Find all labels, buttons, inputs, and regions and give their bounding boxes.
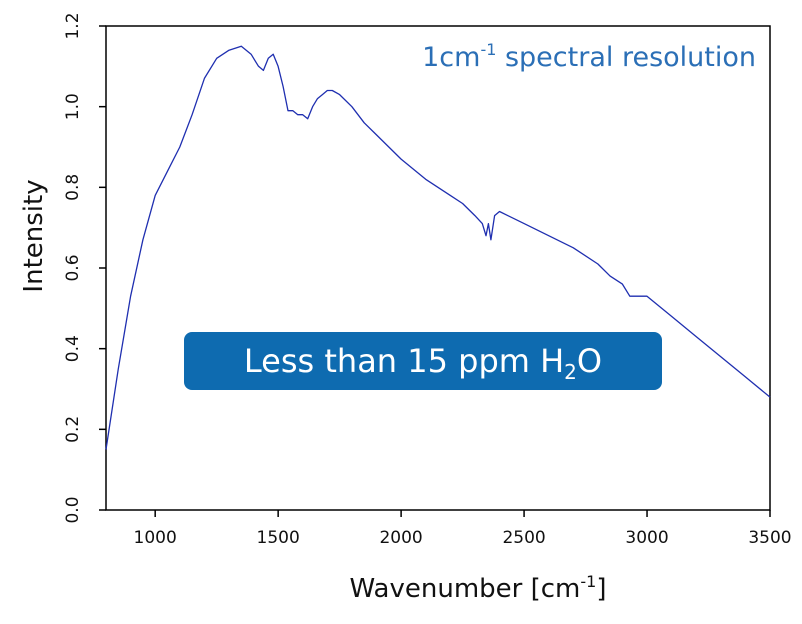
x-axis-ticks: 1000 1500 2000 2500 3000 3500: [134, 510, 792, 548]
series-line: [105, 45, 771, 450]
resolution-annotation: 1cm-1 spectral resolution: [422, 40, 756, 73]
x-axis-title-end: ]: [596, 574, 606, 604]
y-tick-label: 0.8: [63, 174, 83, 201]
water-content-badge: [184, 332, 662, 390]
y-axis-ticks: 0.0 0.2 0.4 0.6 0.8 1.0 1.2: [63, 12, 106, 524]
x-axis-title: Wavenumber [cm-1]: [350, 572, 607, 604]
water-content-prefix: Less than 15 ppm H: [244, 342, 564, 380]
resolution-sup: -1: [480, 40, 496, 59]
water-content-suffix: O: [577, 342, 602, 380]
x-tick-label: 3500: [748, 528, 791, 548]
x-tick-label: 2500: [502, 528, 545, 548]
series-layer: [105, 45, 771, 450]
plot-frame: [105, 25, 771, 511]
x-tick-label: 3000: [625, 528, 668, 548]
water-content-sub: 2: [564, 360, 577, 384]
y-tick-label: 0.2: [63, 416, 83, 443]
y-tick-label: 0.0: [63, 496, 83, 523]
y-axis-title: Intensity: [19, 179, 49, 292]
resolution-prefix: 1cm: [422, 42, 480, 73]
water-content-text: Less than 15 ppm H2O: [244, 342, 602, 384]
resolution-suffix: spectral resolution: [496, 42, 756, 73]
x-tick-label: 2000: [379, 528, 422, 548]
x-tick-label: 1500: [257, 528, 300, 548]
y-tick-label: 1.0: [63, 93, 83, 120]
y-tick-label: 0.6: [63, 254, 83, 281]
x-axis-title-main: Wavenumber [cm: [350, 574, 581, 604]
x-tick-label: 1000: [134, 528, 177, 548]
y-tick-label: 0.4: [63, 335, 83, 362]
y-tick-label: 1.2: [63, 12, 83, 39]
x-axis-title-sup: -1: [580, 572, 596, 591]
